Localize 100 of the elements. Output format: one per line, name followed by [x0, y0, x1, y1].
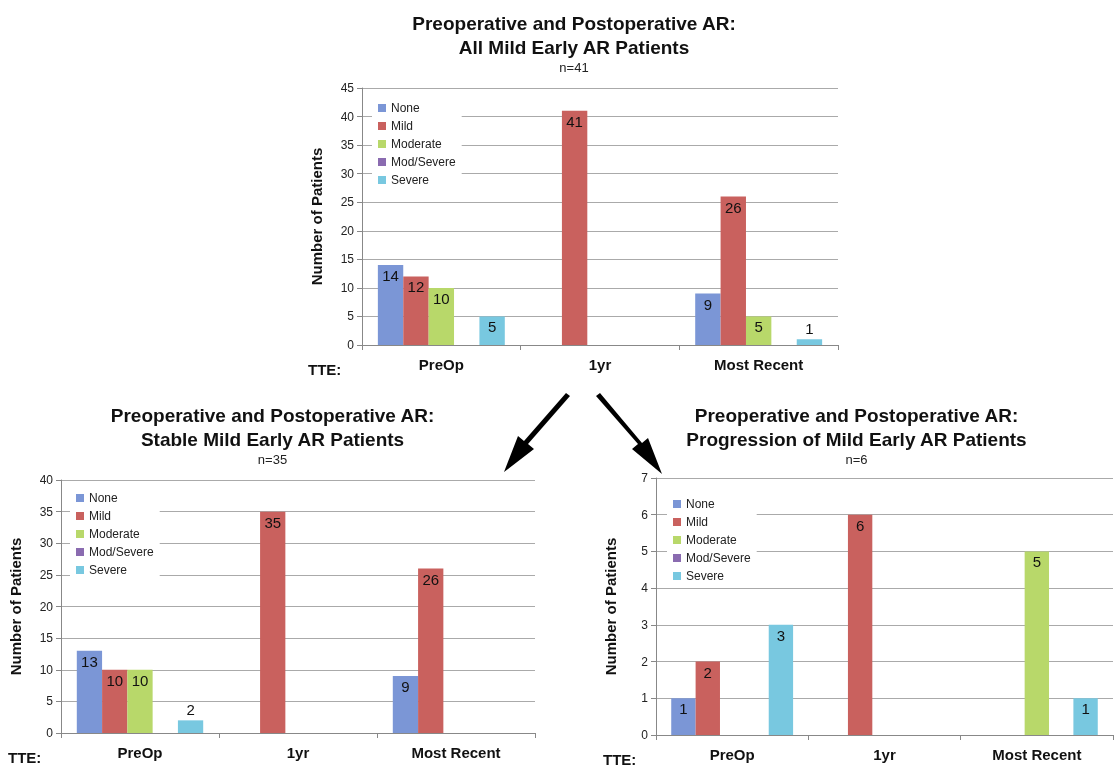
y-tick-label: 3 [641, 617, 649, 632]
x-tick-label: Most Recent [714, 356, 804, 373]
bar [377, 265, 404, 345]
x-tick-label: 1yr [286, 744, 310, 761]
y-tick-label: 4 [641, 581, 649, 596]
data-label: 1 [679, 700, 688, 718]
y-tick-label: 40 [39, 473, 54, 487]
bar [1073, 698, 1098, 735]
bar [768, 624, 794, 735]
legend-label: Mild [89, 509, 112, 523]
y-tick-label: 45 [340, 81, 355, 95]
data-label: 1 [805, 320, 814, 338]
bar [102, 669, 128, 733]
chart-subtitle: n=35 [257, 452, 288, 467]
bar [847, 514, 873, 735]
data-label: 10 [106, 671, 124, 689]
y-tick-label: 5 [641, 544, 649, 559]
bar [796, 339, 823, 345]
y-tick-label: 15 [340, 252, 355, 267]
data-label: 1 [1081, 700, 1090, 718]
data-label: 26 [724, 198, 742, 216]
bar [671, 698, 696, 735]
legend-label: Mod/Severe [391, 155, 457, 169]
legend-label: Mild [391, 119, 414, 133]
y-tick-label: 5 [347, 309, 355, 324]
data-label: 6 [855, 516, 865, 534]
legend-label: Mod/Severe [686, 551, 752, 565]
y-axis-title: Number of Patients [7, 537, 24, 676]
y-tick-label: 20 [340, 223, 355, 238]
bar [418, 568, 444, 733]
data-label: 14 [382, 267, 399, 285]
bar [561, 110, 588, 345]
bar [428, 287, 455, 345]
y-tick-label: 40 [340, 109, 355, 124]
x-tick-label: PreOp [117, 744, 163, 761]
y-tick-label: 0 [46, 726, 54, 740]
x-tick-label: 1yr [588, 356, 612, 373]
legend-label: Severe [686, 569, 725, 583]
legend-label: Moderate [686, 533, 738, 547]
y-tick-label: 25 [340, 195, 355, 210]
legend-label: Moderate [89, 527, 141, 541]
x-tick-label: Most Recent [992, 746, 1082, 763]
data-label: 5 [1032, 553, 1042, 571]
data-label: 13 [81, 652, 98, 670]
bar [127, 669, 153, 733]
chart-title: Preoperative and Postoperative AR: Progression of Mild Early AR Patients [686, 404, 1027, 450]
y-tick-label: 6 [641, 507, 649, 522]
y-tick-label: 25 [39, 567, 54, 582]
data-label: 10 [131, 671, 149, 689]
y-axis-title: Number of Patients [308, 147, 325, 286]
bar [479, 316, 505, 345]
data-label: 12 [407, 278, 425, 296]
bar [392, 676, 419, 733]
legend-label: None [391, 101, 421, 115]
data-label: 3 [776, 626, 786, 644]
data-label: 10 [432, 289, 450, 307]
chart-subtitle: n=41 [559, 60, 589, 75]
y-tick-label: 10 [340, 280, 355, 295]
y-tick-label: 30 [39, 536, 54, 551]
chart-title: Preoperative and Postoperative AR: Stable Mild Early AR Patients [110, 404, 435, 450]
legend-label: Severe [89, 563, 128, 577]
data-label: 9 [401, 678, 410, 696]
data-label: 5 [487, 318, 497, 336]
y-tick-label: 15 [39, 631, 54, 646]
legend-label: Moderate [391, 137, 443, 151]
chart-title: Preoperative and Postoperative AR: All Mild Early AR Patients [412, 12, 736, 58]
y-tick-label: 0 [347, 338, 355, 352]
y-tick-label: 35 [39, 504, 54, 519]
legend-label: Severe [391, 173, 430, 187]
bar [745, 316, 772, 345]
legend-label: None [686, 497, 716, 511]
bar [260, 511, 286, 733]
data-label: 2 [703, 663, 712, 681]
text: TTE: [8, 749, 42, 765]
data-label: 41 [566, 112, 583, 130]
y-tick-label: 5 [46, 694, 54, 709]
text: TTE: [308, 361, 342, 378]
data-label: 35 [264, 513, 282, 531]
y-tick-label: 2 [641, 654, 649, 669]
legend-label: None [89, 491, 119, 505]
x-tick-label: 1yr [873, 746, 896, 763]
data-label: 9 [703, 295, 713, 313]
bar [720, 196, 746, 345]
bar [695, 661, 720, 735]
bar [177, 720, 204, 733]
y-tick-label: 30 [340, 166, 355, 181]
y-tick-label: 35 [340, 138, 355, 153]
bar [403, 276, 429, 345]
bar [695, 293, 721, 345]
y-tick-label: 10 [39, 662, 54, 677]
y-tick-label: 1 [641, 691, 649, 706]
data-label: 26 [422, 570, 440, 588]
x-tick-label: PreOp [418, 356, 464, 373]
x-tick-label: Most Recent [411, 744, 501, 761]
y-tick-label: 20 [39, 599, 54, 614]
bar [76, 650, 103, 733]
data-label: 2 [186, 701, 195, 719]
y-tick-label: 7 [641, 471, 649, 485]
x-tick-label: PreOp [709, 746, 755, 763]
chart-subtitle: n=6 [845, 452, 868, 467]
